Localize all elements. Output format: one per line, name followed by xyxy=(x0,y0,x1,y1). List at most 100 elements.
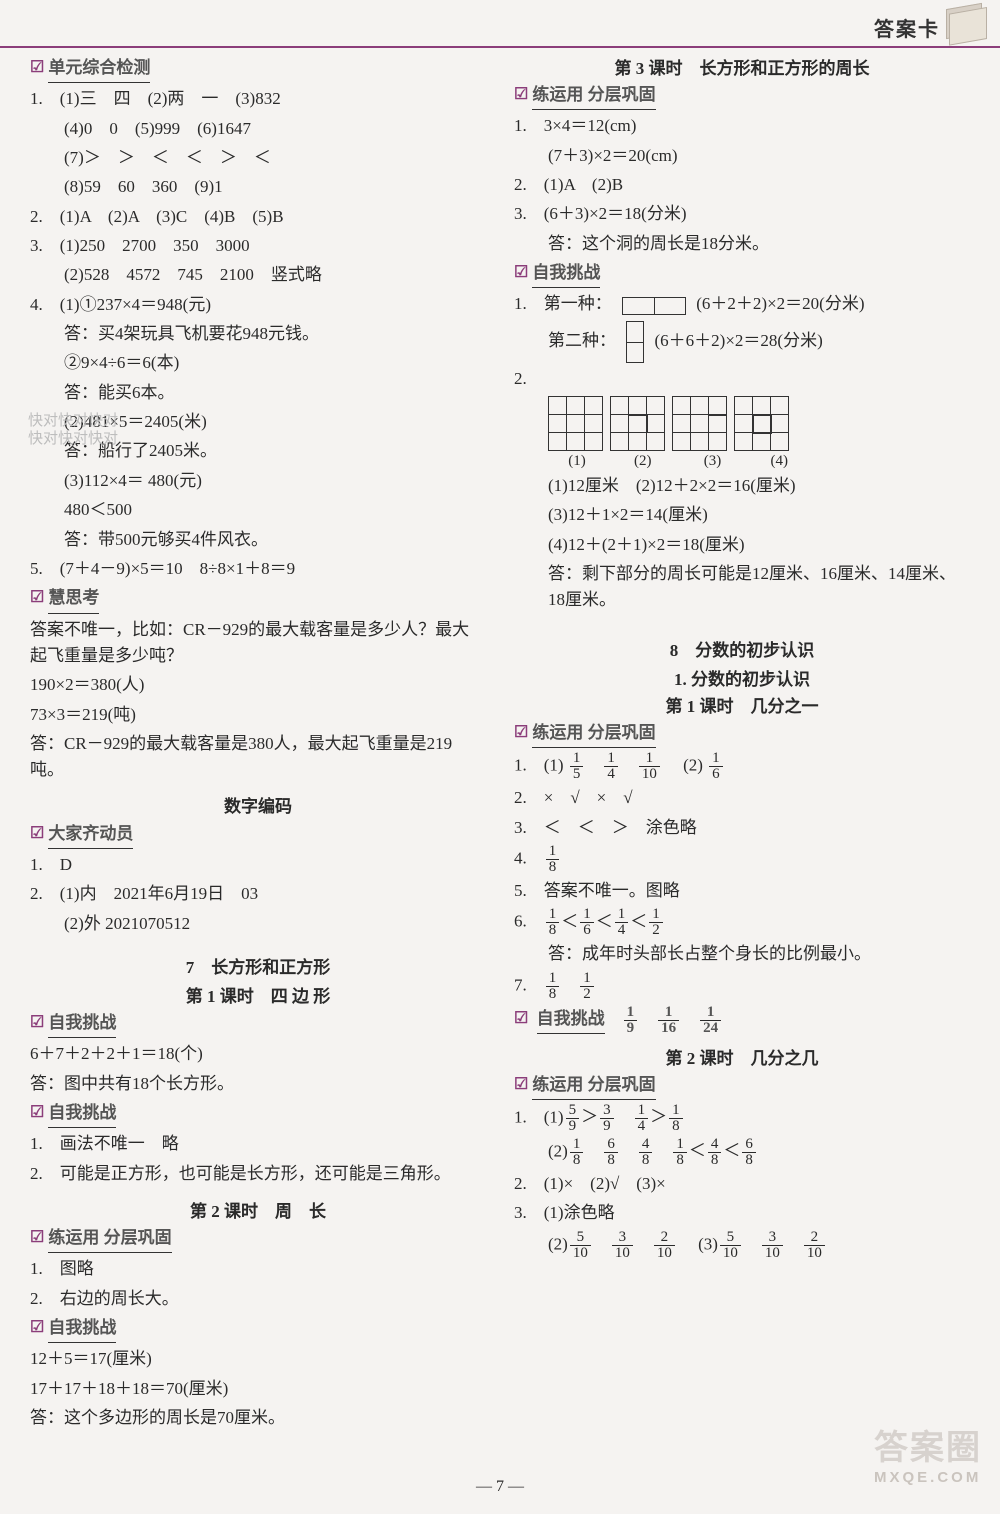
section-title: 大家齐动员 xyxy=(48,821,133,849)
text-line: 答：CR－929的最大载客量是380人，最大起飞重量是219吨。 xyxy=(30,731,486,784)
fraction: 15 xyxy=(570,751,584,782)
text-line: (2)528 4572 745 2100 竖式略 xyxy=(30,262,486,288)
text-line: 答：买4架玩具飞机要花948元钱。 xyxy=(30,321,486,347)
label: 第二种： xyxy=(548,331,616,350)
book-icon xyxy=(946,3,982,39)
right-column: 第 3 课时 长方形和正方形的周长 练运用 分层巩固 1. 3×4＝12(cm)… xyxy=(514,52,970,1434)
text-line: 73×3＝219(吨) xyxy=(30,702,486,728)
lesson-heading: 第 3 课时 长方形和正方形的周长 xyxy=(514,54,970,79)
text-line: 5. 答案不唯一。图略 xyxy=(514,878,970,904)
text-line: 答：剩下部分的周长可能是12厘米、16厘米、14厘米、18厘米。 xyxy=(514,561,970,614)
text-line: 答：成年时头部长占整个身长的比例最小。 xyxy=(514,941,970,967)
fraction: 210 xyxy=(654,1230,675,1261)
lesson-heading: 第 2 课时 几分之几 xyxy=(514,1044,970,1069)
text-line: ②9×4÷6＝6(本) xyxy=(30,350,486,376)
text-line: 17＋17＋18＋18＝70(厘米) xyxy=(30,1376,486,1402)
fraction: 14 xyxy=(604,751,618,782)
text-line: 4. (1)①237×4＝948(元) xyxy=(30,292,486,318)
text-line: 3. ＜ ＜ ＞ 涂色略 xyxy=(514,815,970,841)
text-line: 1. 画法不唯一 略 xyxy=(30,1131,486,1157)
fraction: 12 xyxy=(580,971,594,1002)
grid-table xyxy=(548,396,789,451)
text-line: 2. × √ × √ xyxy=(514,785,970,811)
diagram-line: 1. 第一种： (6＋2＋2)×2＝20(分米) xyxy=(514,291,970,317)
fraction-line: 1. (1) 15 14 110 (2) 16 xyxy=(514,751,970,782)
two-columns: 单元综合检测 1. (1)三 四 (2)两 一 (3)832 (4)0 0 (5… xyxy=(30,52,970,1434)
fraction: 510 xyxy=(720,1230,741,1261)
fraction-line: 7. 18 12 xyxy=(514,971,970,1002)
subheading: 数字编码 xyxy=(30,792,486,817)
fraction: 48 xyxy=(639,1137,653,1168)
section-title: 自我挑战 xyxy=(48,1010,116,1038)
fraction-line: 6. 18＜16＜14＜12 xyxy=(514,907,970,938)
diagram-line: 第二种： (6＋6＋2)×2＝28(分米) xyxy=(514,321,970,363)
section-title: 慧思考 xyxy=(48,585,99,613)
section-title: 练运用 分层巩固 xyxy=(48,1225,171,1253)
fraction: 16 xyxy=(580,907,594,938)
fraction: 210 xyxy=(804,1230,825,1261)
unit-heading: 7 长方形和正方形 xyxy=(30,953,486,978)
formula: (6＋2＋2)×2＝20(分米) xyxy=(696,294,864,313)
grid-diagram xyxy=(548,396,970,451)
text-line: 2. (1)× (2)√ (3)× xyxy=(514,1171,970,1197)
text-line: (3)12＋1×2＝14(厘米) xyxy=(514,502,970,528)
fraction: 18 xyxy=(669,1103,683,1134)
text-line: 12＋5＝17(厘米) xyxy=(30,1346,486,1372)
section-title: 自我挑战 xyxy=(48,1100,116,1128)
text-line: 2. (1)A (2)A (3)C (4)B (5)B xyxy=(30,204,486,230)
fraction: 59 xyxy=(566,1103,580,1134)
text-line: 6＋7＋2＋2＋1＝18(个) xyxy=(30,1041,486,1067)
fraction: 18 xyxy=(546,971,560,1002)
fraction: 68 xyxy=(742,1137,756,1168)
fraction: 12 xyxy=(649,907,663,938)
section-title: 单元综合检测 xyxy=(48,55,150,83)
text-line: (7)＞ ＞ ＜ ＜ ＞ ＜ xyxy=(30,145,486,171)
lesson-heading: 第 1 课时 四 边 形 xyxy=(30,982,486,1007)
section-title: 练运用 分层巩固 xyxy=(532,1072,655,1100)
fraction: 124 xyxy=(700,1005,721,1036)
lesson-heading: 第 1 课时 几分之一 xyxy=(514,692,970,717)
text-line: 答：图中共有18个长方形。 xyxy=(30,1071,486,1097)
text-line: 480＜500 xyxy=(30,497,486,523)
header-bar: 答案卡 xyxy=(0,0,1000,48)
watermark-logo: 答案圈 MXQE.COM xyxy=(874,1420,982,1486)
text-line: 3. (6＋3)×2＝18(分米) xyxy=(514,201,970,227)
lesson-heading: 第 2 课时 周 长 xyxy=(30,1197,486,1222)
text-line: 1. (1)三 四 (2)两 一 (3)832 xyxy=(30,86,486,112)
fraction: 14 xyxy=(635,1103,649,1134)
fraction: 116 xyxy=(658,1005,679,1036)
text-line: 2. (1)A (2)B xyxy=(514,172,970,198)
fraction-line: 4. 18 xyxy=(514,844,970,875)
fraction-line: 1. (1)59＞39 14＞18 xyxy=(514,1103,970,1134)
text-line: (4)0 0 (5)999 (6)1647 xyxy=(30,116,486,142)
left-column: 单元综合检测 1. (1)三 四 (2)两 一 (3)832 (4)0 0 (5… xyxy=(30,52,486,1434)
rectangle-diagram-icon xyxy=(622,297,686,315)
text-line: 5. (7＋4－9)×5＝10 8÷8×1＋8＝9 xyxy=(30,556,486,582)
text-line: 答：能买6本。 xyxy=(30,380,486,406)
text-line: 2. (1)内 2021年6月19日 03 xyxy=(30,881,486,907)
fraction: 16 xyxy=(709,751,723,782)
page-number: — 7 — xyxy=(0,1478,1000,1496)
grid-labels: (1) (2) (3) (4) xyxy=(548,453,970,470)
text-line: 答：带500元够买4件风衣。 xyxy=(30,527,486,553)
text-line: (3)112×4＝ 480(元) xyxy=(30,468,486,494)
text-line: 答案不唯一，比如：CR－929的最大载客量是多少人？最大起飞重量是多少吨？ xyxy=(30,617,486,670)
fraction: 39 xyxy=(600,1103,614,1134)
text-line: 答：这个多边形的周长是70厘米。 xyxy=(30,1405,486,1431)
section-title: 练运用 分层巩固 xyxy=(532,82,655,110)
fraction: 48 xyxy=(708,1137,722,1168)
fraction: 310 xyxy=(762,1230,783,1261)
text-line: 答：这个洞的周长是18分米。 xyxy=(514,231,970,257)
fraction: 310 xyxy=(612,1230,633,1261)
text-line: 1. 3×4＝12(cm) xyxy=(514,113,970,139)
text-line: 2. 可能是正方形，也可能是长方形，还可能是三角形。 xyxy=(30,1161,486,1187)
section-title: 自我挑战 xyxy=(48,1315,116,1343)
fraction-line: (2)510 310 210 (3)510 310 210 xyxy=(514,1230,970,1261)
section-title: 自我挑战 xyxy=(532,260,600,288)
text-line: (8)59 60 360 (9)1 xyxy=(30,174,486,200)
text-line: 1. 图略 xyxy=(30,1256,486,1282)
fraction: 19 xyxy=(624,1005,638,1036)
fraction: 68 xyxy=(604,1137,618,1168)
fraction: 110 xyxy=(639,751,660,782)
text-line: (1)12厘米 (2)12＋2×2＝16(厘米) xyxy=(514,473,970,499)
